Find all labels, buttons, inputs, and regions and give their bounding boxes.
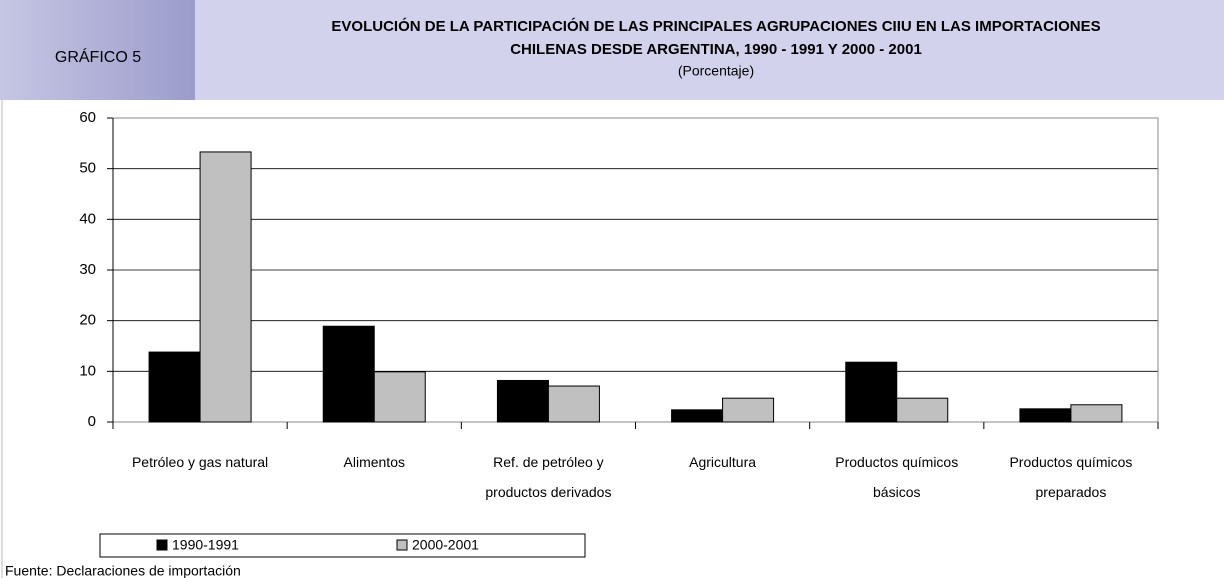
legend-label: 2000-2001 <box>412 537 479 553</box>
header-label: GRÁFICO 5 <box>55 47 141 66</box>
bar <box>199 151 252 423</box>
x-tick-label: Productos químicos preparados <box>1009 454 1132 500</box>
bar <box>496 379 549 423</box>
y-tick-label: 10 <box>79 362 96 379</box>
legend-box <box>99 533 586 558</box>
header-title-box <box>195 0 1224 100</box>
bar <box>547 385 600 423</box>
y-tick-label: 0 <box>88 413 96 430</box>
chart-title: CHILENAS DESDE ARGENTINA, 1990 - 1991 Y … <box>510 41 922 58</box>
source-note: Fuente: Declaraciones de importación <box>5 563 241 578</box>
y-tick-label: 30 <box>79 261 96 278</box>
bar <box>671 409 724 423</box>
legend-swatch <box>156 539 168 551</box>
x-tick-label: Alimentos <box>344 454 405 470</box>
x-tick-label: Petróleo y gas natural <box>132 454 268 470</box>
chart-title: EVOLUCIÓN DE LA PARTICIPACIÓN DE LAS PRI… <box>331 17 1100 35</box>
x-tick-label: Productos químicos básicos <box>835 454 958 500</box>
y-tick-label: 60 <box>79 109 96 126</box>
bar <box>722 397 775 423</box>
legend-label: 1990-1991 <box>172 537 239 553</box>
y-tick-label: 40 <box>79 210 96 227</box>
chart-subtitle: (Porcentaje) <box>678 63 754 79</box>
y-tick-label: 50 <box>79 160 96 177</box>
bar <box>845 361 898 423</box>
bar <box>322 325 375 423</box>
bar <box>1070 404 1123 423</box>
legend-swatch <box>396 539 408 551</box>
bar <box>148 351 201 423</box>
bar <box>373 371 426 423</box>
x-tick-label: Agricultura <box>689 454 756 470</box>
header-label-box <box>0 0 195 100</box>
bar <box>1019 408 1072 423</box>
bar <box>896 397 949 423</box>
x-tick-label: Ref. de petróleo y productos derivados <box>485 454 611 500</box>
y-tick-label: 20 <box>79 312 96 329</box>
